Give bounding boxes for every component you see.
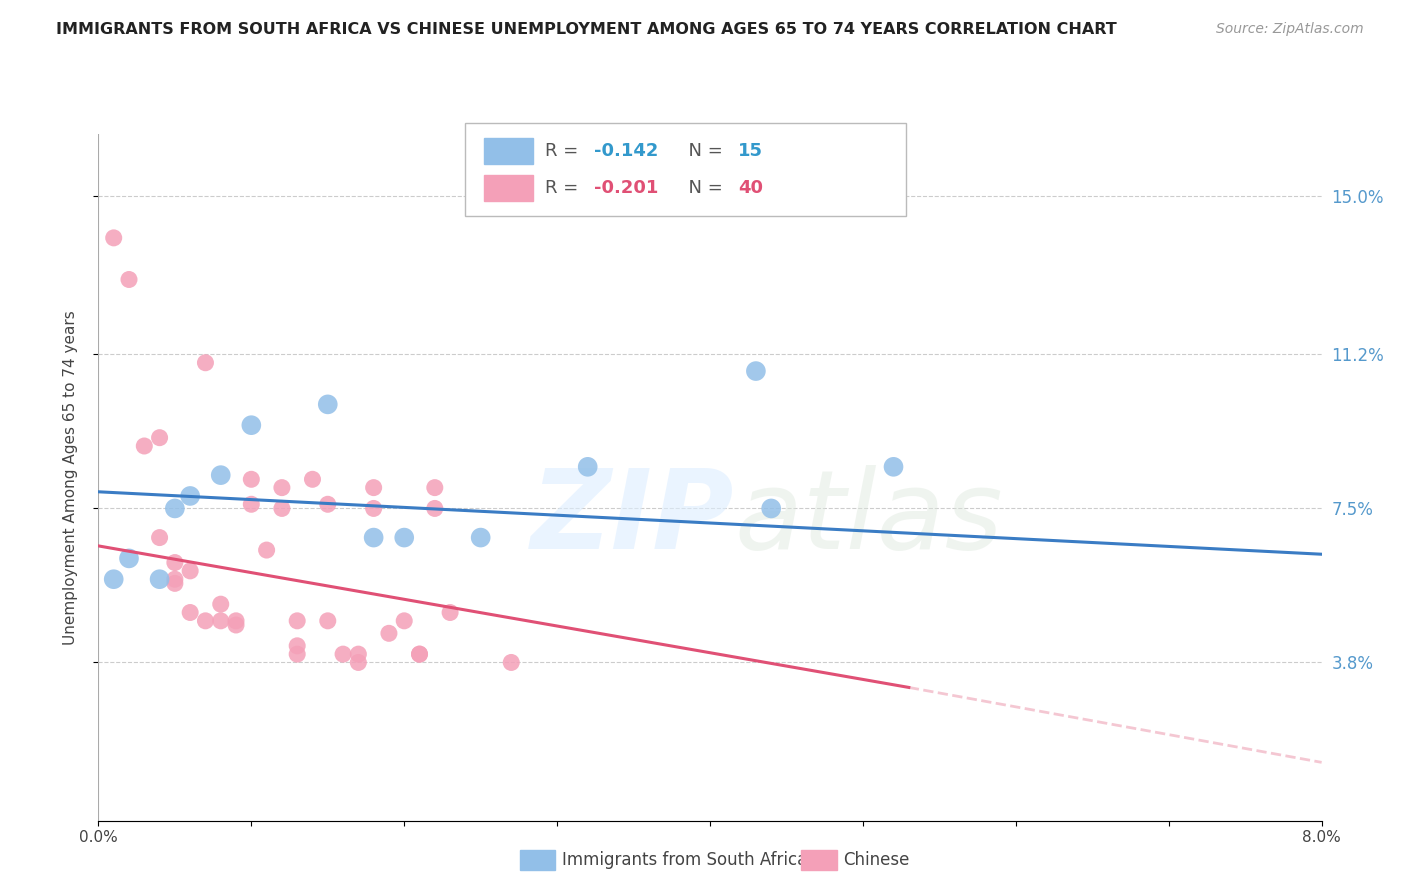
Point [149, 431, 172, 445]
Bar [484, 175, 533, 201]
Text: Chinese: Chinese [844, 851, 910, 869]
Point [149, 572, 172, 586]
Point [118, 551, 141, 566]
Point [118, 272, 141, 286]
Point [470, 531, 492, 545]
Point [179, 564, 201, 578]
Point [347, 656, 370, 670]
Text: ZIP: ZIP [531, 465, 734, 572]
Text: atlas: atlas [734, 465, 1002, 572]
Text: Source: ZipAtlas.com: Source: ZipAtlas.com [1216, 22, 1364, 37]
Text: 15: 15 [738, 142, 763, 160]
Point [423, 481, 446, 495]
Point [316, 397, 339, 411]
Text: Immigrants from South Africa: Immigrants from South Africa [562, 851, 807, 869]
Point [759, 501, 782, 516]
Point [240, 472, 263, 486]
Point [103, 231, 125, 245]
Point [194, 356, 217, 370]
Point [285, 647, 308, 661]
Point [209, 468, 232, 483]
Point [439, 606, 461, 620]
Point [347, 647, 370, 661]
Y-axis label: Unemployment Among Ages 65 to 74 years: Unemployment Among Ages 65 to 74 years [63, 310, 77, 645]
Text: N =: N = [678, 142, 728, 160]
Point [149, 531, 172, 545]
Point [745, 364, 768, 378]
Point [285, 639, 308, 653]
Point [256, 543, 278, 558]
Point [285, 614, 308, 628]
Point [378, 626, 401, 640]
Point [301, 472, 323, 486]
Point [423, 501, 446, 516]
Text: 40: 40 [738, 179, 763, 197]
Point [209, 614, 232, 628]
Point [103, 572, 125, 586]
Point [270, 481, 294, 495]
Point [408, 647, 430, 661]
Point [225, 614, 247, 628]
Point [363, 531, 385, 545]
Point [179, 489, 201, 503]
Point [179, 606, 201, 620]
Text: R =: R = [546, 179, 583, 197]
Point [576, 459, 599, 474]
Text: -0.201: -0.201 [593, 179, 658, 197]
Point [392, 531, 416, 545]
Text: IMMIGRANTS FROM SOUTH AFRICA VS CHINESE UNEMPLOYMENT AMONG AGES 65 TO 74 YEARS C: IMMIGRANTS FROM SOUTH AFRICA VS CHINESE … [56, 22, 1116, 37]
Point [163, 576, 186, 591]
Text: N =: N = [678, 179, 728, 197]
FancyBboxPatch shape [465, 123, 905, 216]
Bar [484, 138, 533, 164]
Point [209, 597, 232, 611]
Point [392, 614, 416, 628]
Point [225, 618, 247, 632]
Point [316, 497, 339, 511]
Point [163, 572, 186, 586]
Point [163, 501, 186, 516]
Point [332, 647, 354, 661]
Text: -0.142: -0.142 [593, 142, 658, 160]
Point [363, 501, 385, 516]
Point [134, 439, 156, 453]
Point [363, 481, 385, 495]
Point [408, 647, 430, 661]
Text: R =: R = [546, 142, 583, 160]
Point [883, 459, 905, 474]
Point [240, 418, 263, 433]
Point [270, 501, 294, 516]
Point [240, 497, 263, 511]
Point [194, 614, 217, 628]
Point [316, 614, 339, 628]
Point [501, 656, 523, 670]
Point [163, 556, 186, 570]
